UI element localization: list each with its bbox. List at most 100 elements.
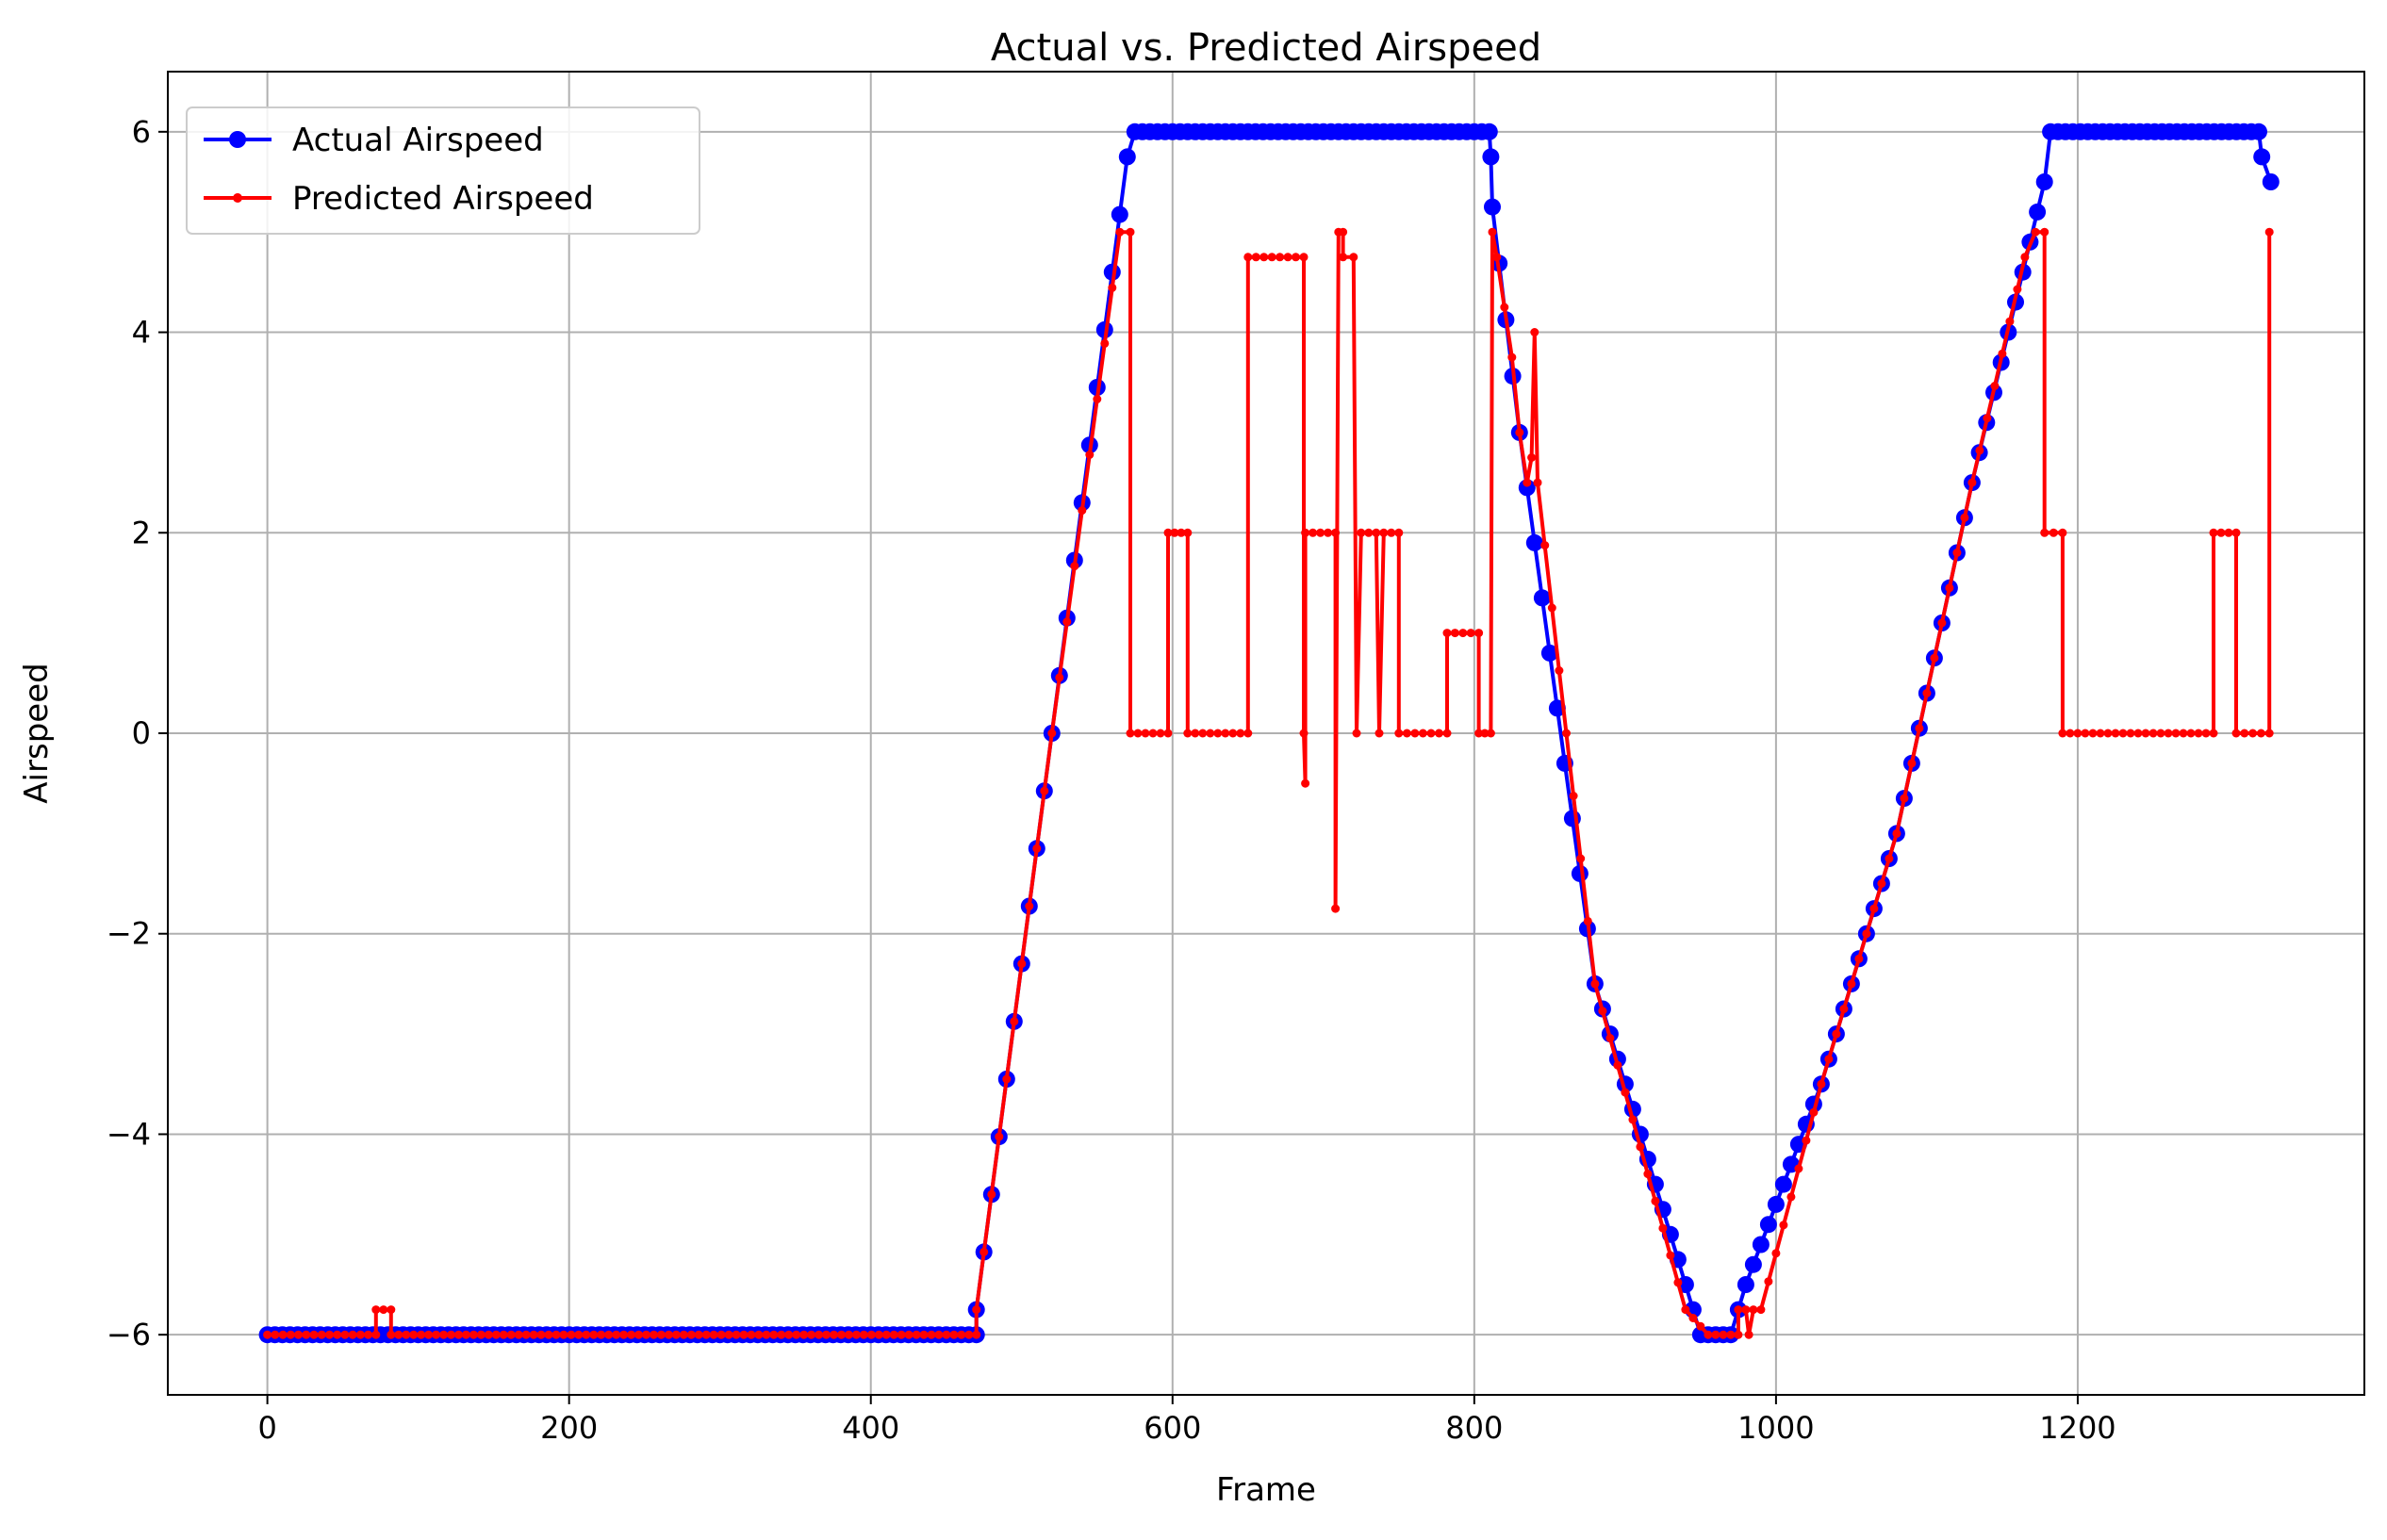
data-point: [1598, 1007, 1607, 1016]
data-point: [1749, 1305, 1758, 1315]
y-tick-label: −4: [107, 1116, 151, 1152]
data-point: [754, 1330, 764, 1339]
x-tick-label: 600: [1144, 1410, 1201, 1446]
data-point: [1141, 729, 1150, 738]
data-point: [739, 1330, 749, 1339]
data-point: [1651, 1196, 1660, 1205]
y-tick-label: −6: [107, 1317, 151, 1352]
data-point: [664, 1330, 673, 1339]
data-point: [1402, 729, 1411, 738]
data-point: [1324, 528, 1333, 537]
data-point: [484, 1330, 493, 1339]
data-point: [387, 1305, 396, 1315]
data-point: [769, 1330, 779, 1339]
data-point: [612, 1330, 621, 1339]
data-point: [1442, 629, 1452, 638]
data-point: [1696, 1321, 1705, 1331]
data-point: [371, 1305, 381, 1315]
data-point: [1990, 382, 2000, 390]
data-point: [815, 1330, 824, 1339]
data-point: [671, 1330, 681, 1339]
data-point: [1474, 729, 1484, 738]
data-point: [1010, 1017, 1019, 1026]
data-point: [499, 1330, 508, 1339]
legend-swatch-marker: [229, 131, 246, 148]
y-tick-label: −2: [107, 916, 151, 952]
data-point: [619, 1330, 629, 1339]
data-point: [912, 1330, 921, 1339]
data-point: [859, 1330, 868, 1339]
data-point: [1839, 1005, 1849, 1013]
data-point: [1078, 506, 1087, 516]
data-point: [1410, 729, 1420, 738]
data-point: [1108, 283, 1117, 292]
data-point: [1576, 854, 1586, 863]
data-point: [1704, 1330, 1713, 1339]
data-point: [2231, 528, 2241, 537]
data-point: [1794, 1164, 1803, 1173]
data-point: [1862, 929, 1871, 939]
data-point: [1292, 253, 1300, 262]
data-point: [1331, 904, 1341, 913]
data-point: [387, 1330, 396, 1339]
data-point: [1357, 528, 1366, 537]
data-point: [1316, 528, 1325, 537]
data-point: [2256, 729, 2265, 738]
data-point: [1681, 1305, 1690, 1315]
data-point: [1251, 253, 1260, 262]
data-point: [830, 1330, 838, 1339]
data-point: [1636, 1142, 1645, 1152]
data-point: [634, 1330, 643, 1339]
data-point: [1922, 689, 1932, 697]
data-point: [1562, 729, 1571, 738]
data-point: [874, 1330, 883, 1339]
data-point: [1243, 253, 1253, 262]
data-point: [355, 1330, 365, 1339]
data-point: [1213, 729, 1223, 738]
data-point: [1744, 1255, 1762, 1273]
data-point: [278, 1330, 288, 1339]
data-point: [897, 1330, 906, 1339]
data-point: [964, 1330, 974, 1339]
data-point: [889, 1330, 898, 1339]
data-point: [2040, 528, 2050, 537]
data-point: [656, 1330, 666, 1339]
data-point: [1115, 227, 1125, 237]
data-point: [544, 1330, 553, 1339]
data-point: [904, 1330, 914, 1339]
data-point: [1183, 729, 1193, 738]
data-point: [1533, 478, 1542, 487]
data-point: [934, 1330, 944, 1339]
data-point: [559, 1330, 568, 1339]
data-point: [1605, 1034, 1615, 1042]
data-point: [1474, 629, 1484, 638]
data-point: [1283, 253, 1292, 262]
data-point: [402, 1330, 411, 1339]
data-point: [2020, 253, 2030, 262]
data-point: [927, 1330, 936, 1339]
x-tick-label: 1000: [1737, 1410, 1814, 1446]
data-point: [837, 1330, 846, 1339]
legend: Actual Airspeed Predicted Airspeed: [186, 106, 700, 235]
data-point: [1540, 541, 1550, 550]
data-point: [1719, 1330, 1728, 1339]
data-point: [1771, 1249, 1781, 1258]
data-point: [2126, 729, 2135, 738]
series-predicted: [263, 227, 2274, 1339]
data-point: [1126, 227, 1135, 237]
data-point: [1170, 528, 1179, 537]
data-point: [1759, 1216, 1777, 1234]
data-point: [2248, 729, 2258, 738]
data-point: [881, 1330, 891, 1339]
data-point: [1191, 729, 1200, 738]
data-point: [709, 1330, 718, 1339]
data-point: [957, 1330, 966, 1339]
data-point: [491, 1330, 501, 1339]
data-point: [1756, 1305, 1766, 1315]
legend-swatch-marker: [233, 193, 242, 203]
data-point: [2224, 528, 2233, 537]
data-point: [724, 1330, 733, 1339]
data-point: [1480, 123, 1498, 140]
data-point: [263, 1330, 272, 1339]
data-point: [2035, 173, 2053, 190]
